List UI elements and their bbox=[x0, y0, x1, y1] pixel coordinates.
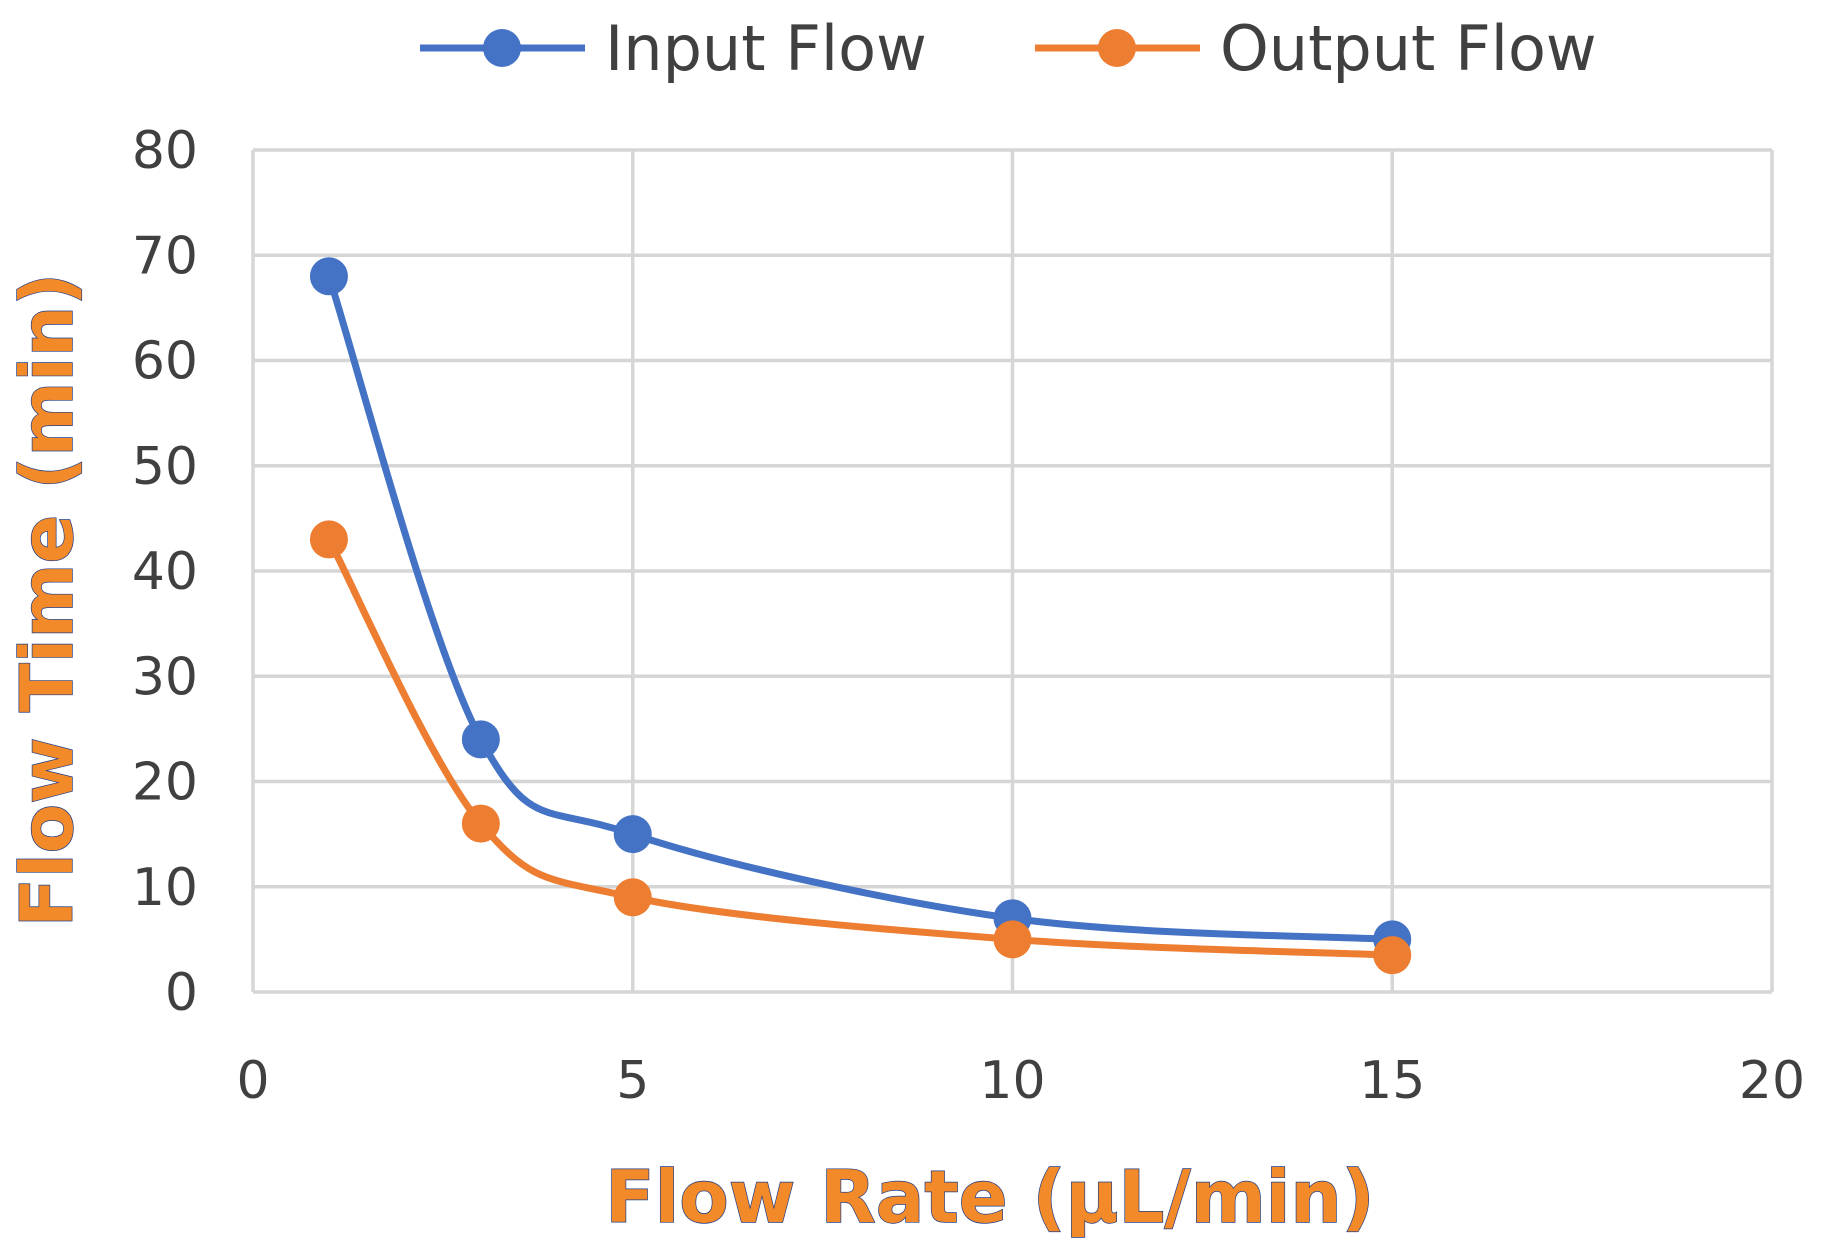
y-tick-label: 40 bbox=[132, 542, 198, 602]
grid bbox=[251, 148, 1774, 994]
legend-marker bbox=[483, 29, 521, 67]
input-flow-point bbox=[309, 257, 348, 296]
y-axis-title: Flow Time (min) bbox=[5, 273, 89, 927]
y-tick-label: 30 bbox=[132, 647, 198, 707]
output-flow-point bbox=[309, 520, 348, 559]
y-tick-label: 10 bbox=[132, 858, 198, 918]
legend-label: Input Flow bbox=[605, 12, 927, 85]
y-tick-label: 20 bbox=[132, 753, 198, 813]
series bbox=[309, 257, 1412, 975]
legend: Input Flow Output Flow bbox=[420, 12, 1597, 85]
x-tick-label: 0 bbox=[236, 1051, 269, 1111]
x-tick-label: 5 bbox=[616, 1051, 649, 1111]
output-flow-point bbox=[993, 920, 1032, 959]
input-flow-point bbox=[613, 815, 652, 854]
legend-marker bbox=[1098, 29, 1136, 67]
output-flow-point bbox=[613, 878, 652, 917]
output-flow-line bbox=[325, 535, 1396, 959]
legend-item-output-flow: Output Flow bbox=[1035, 12, 1597, 85]
output-flow-point bbox=[461, 804, 500, 843]
input-flow-series bbox=[309, 257, 1412, 959]
x-axis-title: Flow Rate (μL/min) bbox=[605, 1155, 1374, 1239]
tick-labels: 0 10 20 30 40 50 60 70 80 0 5 10 15 20 bbox=[132, 121, 1805, 1111]
x-tick-label: 15 bbox=[1359, 1051, 1425, 1111]
x-tick-label: 20 bbox=[1739, 1051, 1805, 1111]
legend-label: Output Flow bbox=[1220, 12, 1597, 85]
y-tick-label: 60 bbox=[132, 332, 198, 392]
y-tick-label: 50 bbox=[132, 437, 198, 497]
input-flow-point bbox=[461, 720, 500, 759]
y-tick-label: 70 bbox=[132, 226, 198, 286]
y-tick-label: 80 bbox=[132, 121, 198, 181]
legend-item-input-flow: Input Flow bbox=[420, 12, 927, 85]
x-tick-label: 10 bbox=[979, 1051, 1045, 1111]
y-tick-label: 0 bbox=[165, 963, 198, 1023]
output-flow-series bbox=[309, 520, 1412, 975]
output-flow-point bbox=[1373, 936, 1412, 975]
